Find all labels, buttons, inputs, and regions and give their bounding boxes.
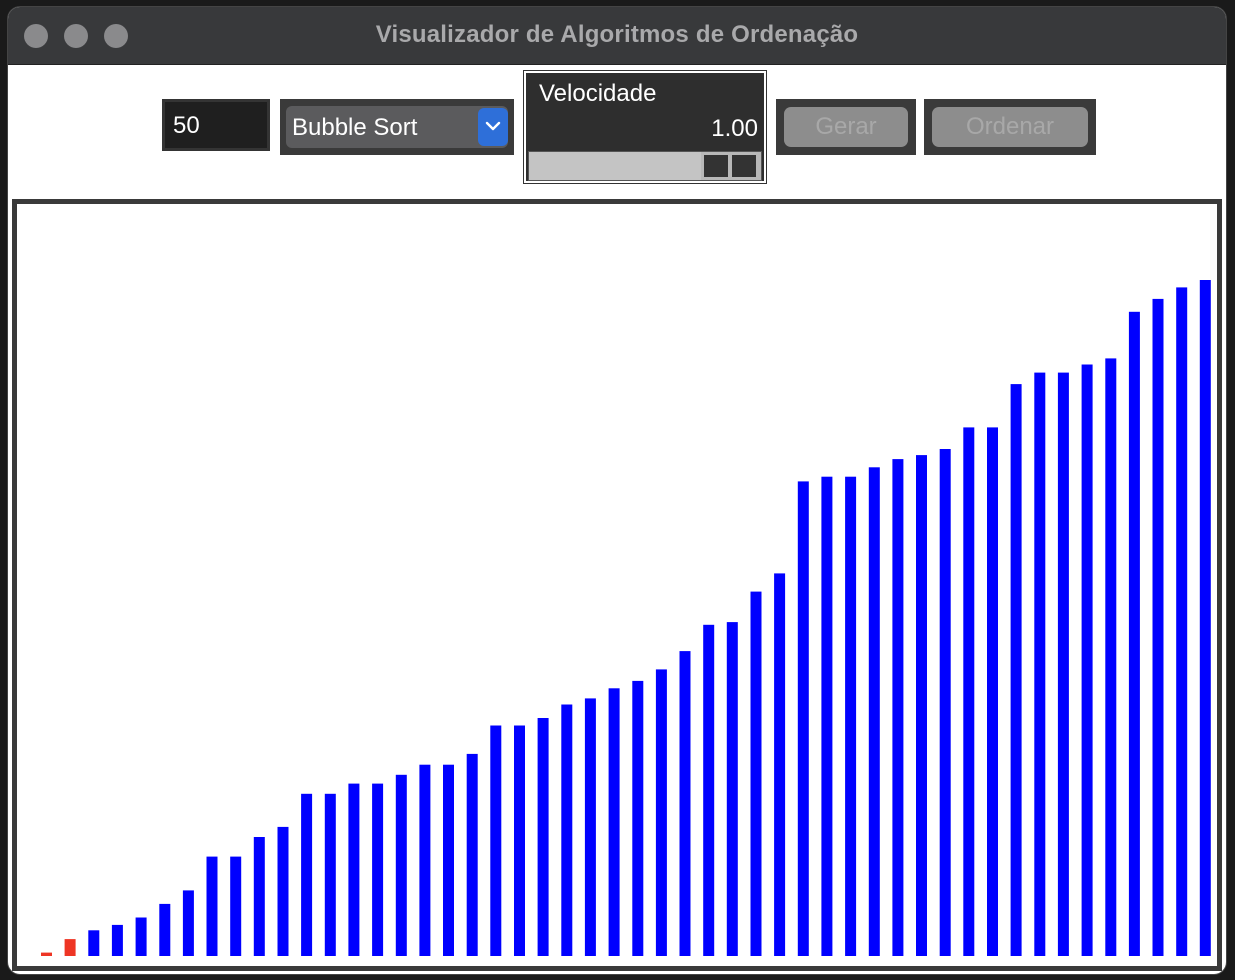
- value-bar: [490, 726, 501, 957]
- value-bar: [514, 726, 525, 957]
- value-bar: [703, 625, 714, 956]
- value-bar: [230, 857, 241, 956]
- speed-scale: Velocidade 1.00: [524, 71, 766, 183]
- value-bar: [443, 765, 454, 956]
- value-bar: [159, 904, 170, 956]
- value-bar: [112, 925, 123, 956]
- value-bar: [1105, 358, 1116, 956]
- value-bar: [348, 784, 359, 956]
- value-bar: [609, 688, 620, 956]
- sort-button[interactable]: Ordenar: [932, 107, 1088, 147]
- generate-button-frame: Gerar: [776, 99, 916, 155]
- speed-label: Velocidade: [539, 80, 656, 108]
- value-bar: [987, 427, 998, 956]
- speed-slider-track[interactable]: [528, 151, 762, 181]
- value-bar: [916, 455, 927, 956]
- value-bar: [88, 930, 99, 956]
- value-bar: [821, 477, 832, 956]
- value-bar: [1129, 312, 1140, 956]
- value-bar: [65, 939, 76, 956]
- value-bar: [1153, 299, 1164, 956]
- window-title: Visualizador de Algoritmos de Ordenação: [8, 21, 1226, 49]
- value-bar: [561, 705, 572, 957]
- value-bar: [751, 592, 762, 956]
- value-bar: [372, 784, 383, 956]
- value-bar: [1082, 365, 1093, 957]
- value-bar: [1058, 373, 1069, 956]
- slider-grip-icon: [704, 155, 728, 177]
- value-bar: [41, 953, 52, 956]
- bar-chart: [17, 204, 1217, 966]
- value-bar: [798, 481, 809, 956]
- value-bar: [1176, 287, 1187, 956]
- value-bar: [1011, 384, 1022, 956]
- value-bar: [585, 698, 596, 956]
- value-bar: [869, 467, 880, 956]
- value-bar: [1200, 280, 1211, 956]
- value-bar: [419, 765, 430, 956]
- algorithm-select-frame: Bubble Sort: [280, 99, 514, 155]
- chevron-down-icon[interactable]: [478, 108, 508, 146]
- app-window: Visualizador de Algoritmos de Ordenação …: [8, 7, 1226, 974]
- value-bar: [963, 427, 974, 956]
- value-bar: [1034, 373, 1045, 956]
- speed-slider-handle[interactable]: [701, 152, 761, 180]
- value-bar: [136, 918, 147, 957]
- value-bar: [892, 459, 903, 956]
- value-bar: [254, 837, 265, 956]
- value-bar: [774, 573, 785, 956]
- value-bar: [278, 827, 289, 956]
- value-bar: [207, 857, 218, 956]
- value-bar: [396, 775, 407, 956]
- value-bar: [183, 890, 194, 956]
- value-bar: [538, 718, 549, 956]
- generate-button[interactable]: Gerar: [784, 107, 908, 147]
- value-bar: [632, 681, 643, 956]
- value-bar: [656, 669, 667, 956]
- value-bar: [680, 651, 691, 956]
- value-bar: [301, 794, 312, 956]
- value-bar: [940, 449, 951, 956]
- value-bar: [727, 622, 738, 956]
- value-bar: [325, 794, 336, 956]
- sort-button-frame: Ordenar: [924, 99, 1096, 155]
- bars-canvas: [12, 199, 1222, 971]
- algorithm-selected-value: Bubble Sort: [292, 114, 417, 142]
- algorithm-select[interactable]: Bubble Sort: [286, 106, 508, 148]
- toolbar: 50 Bubble Sort Velocidade 1.00 Gerar: [8, 65, 1226, 195]
- value-bar: [845, 477, 856, 956]
- speed-value: 1.00: [711, 115, 758, 143]
- value-bar: [467, 754, 478, 956]
- title-bar: Visualizador de Algoritmos de Ordenação: [8, 7, 1226, 65]
- slider-grip-icon: [732, 155, 756, 177]
- array-size-input[interactable]: 50: [162, 99, 270, 151]
